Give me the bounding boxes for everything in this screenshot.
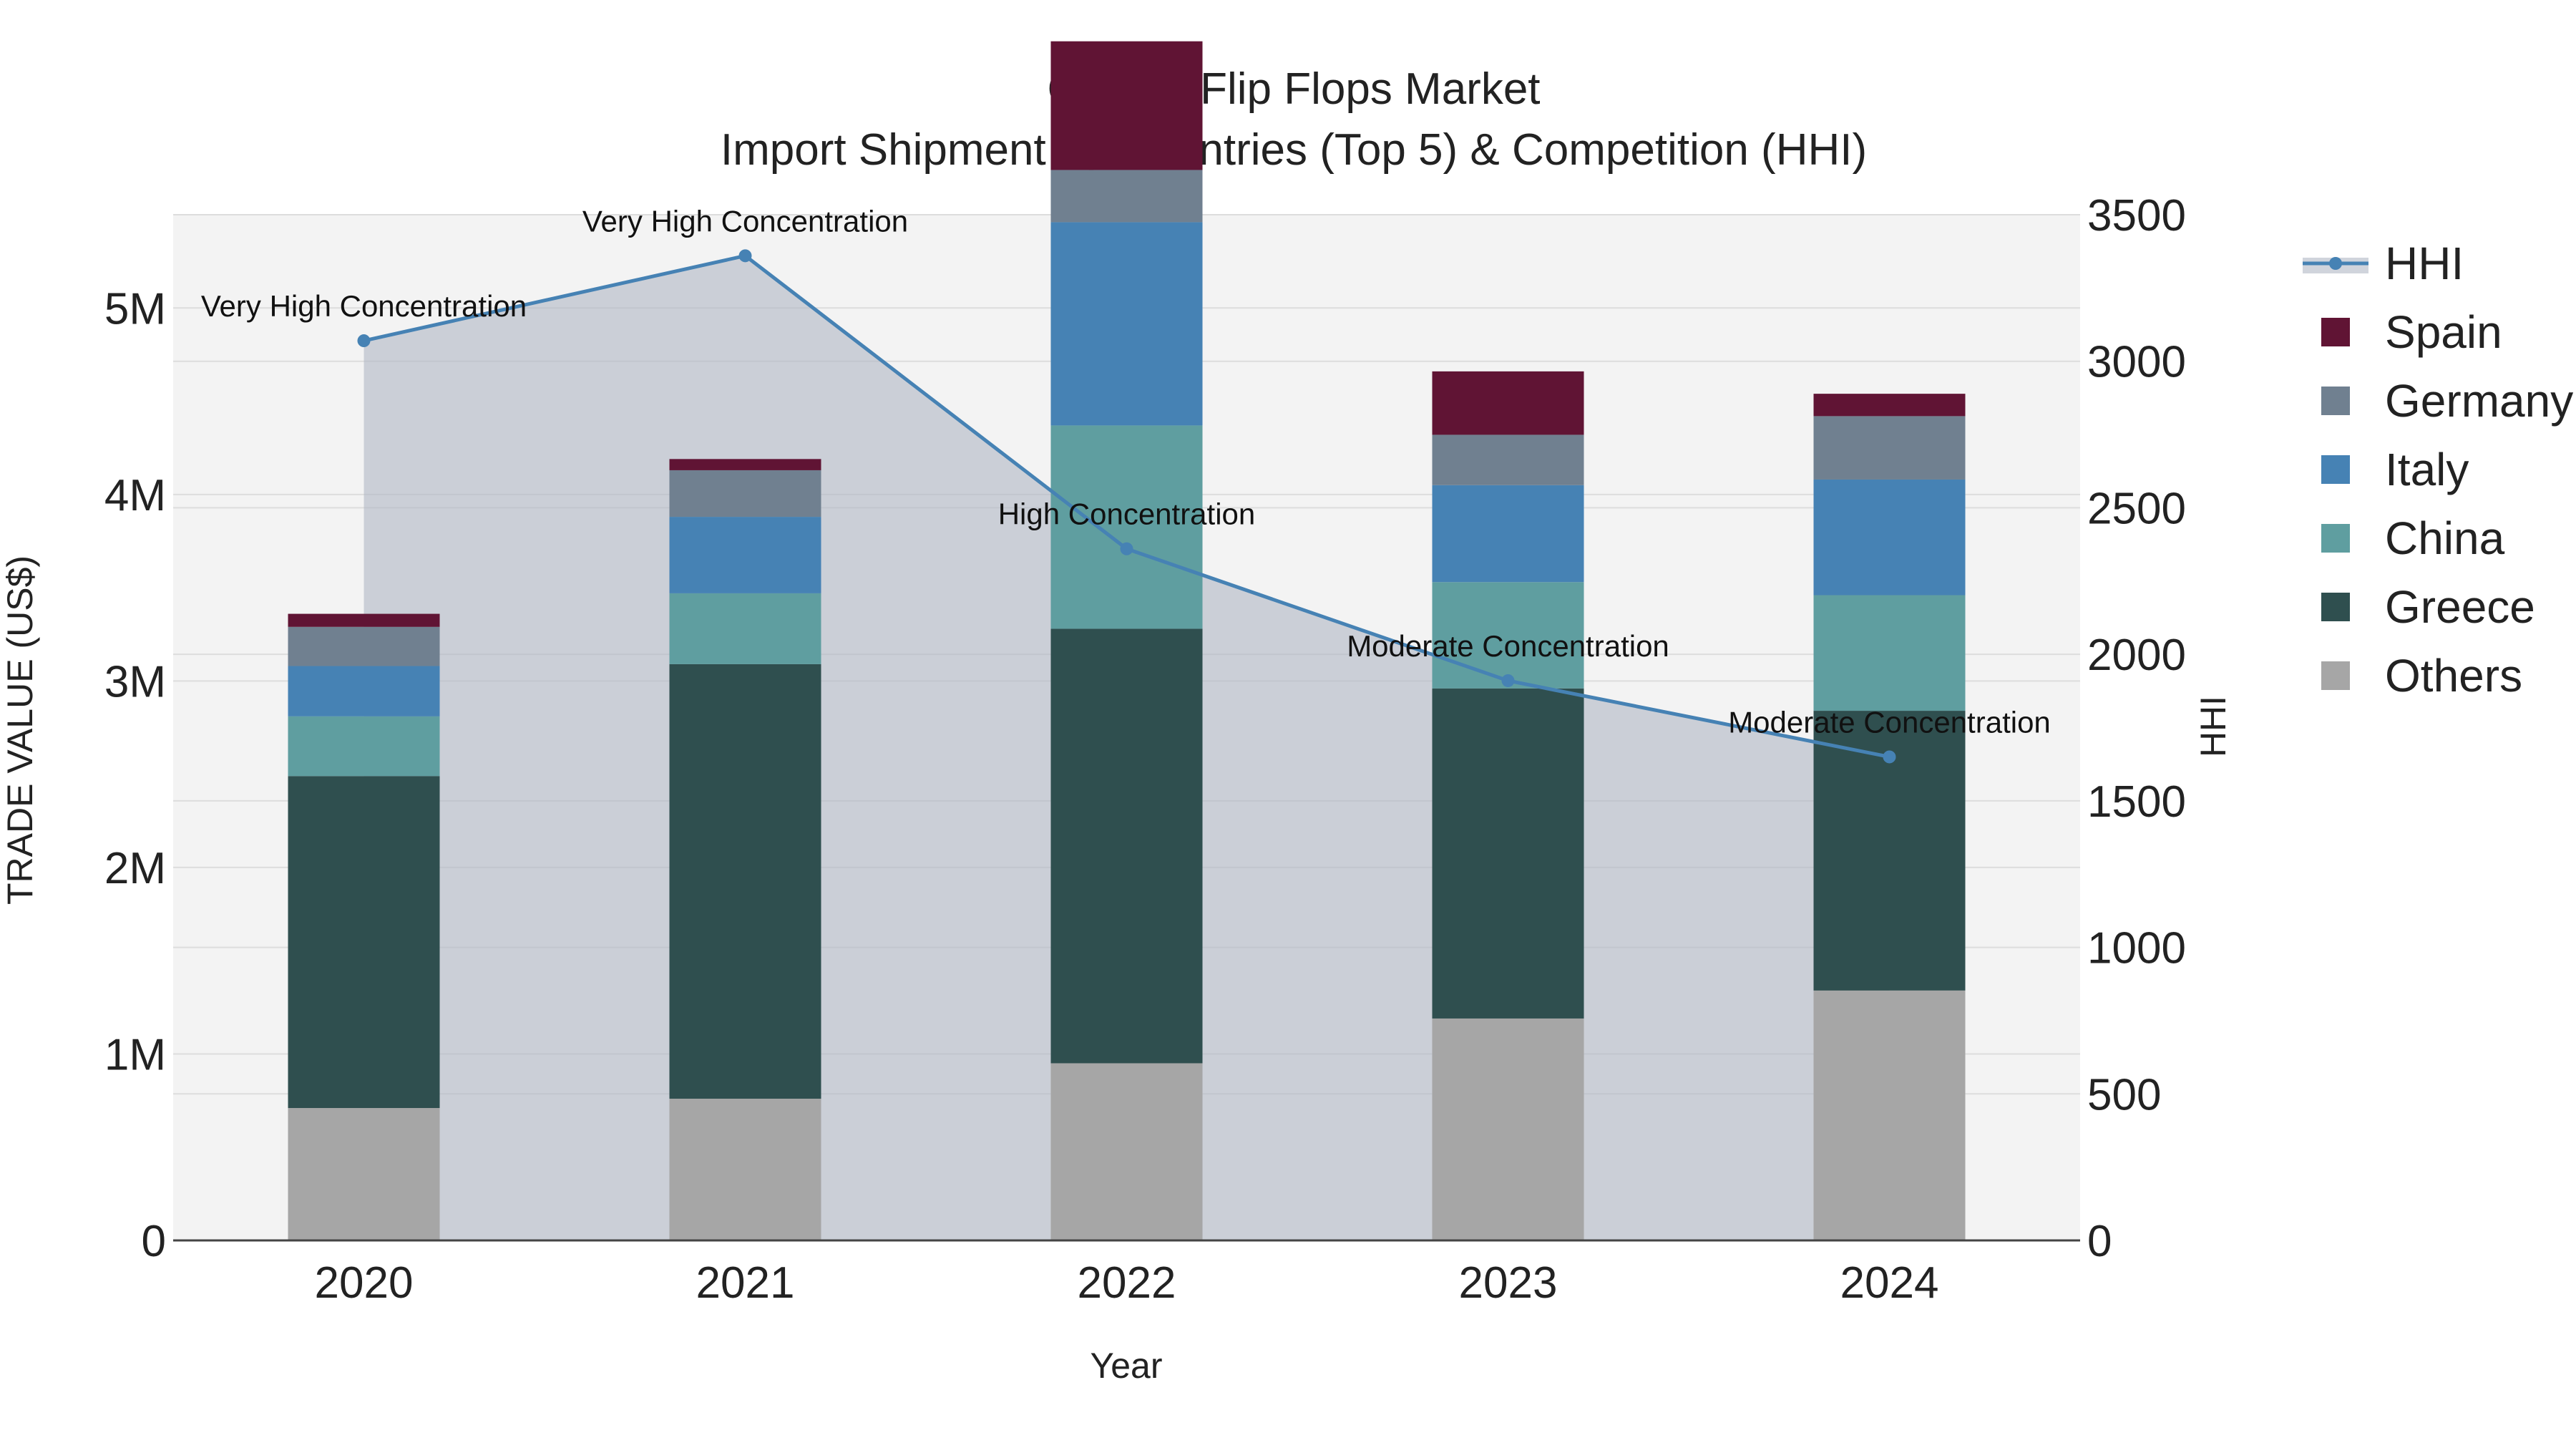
y2-tick-label: 1500: [2087, 777, 2186, 827]
bar-greece-2023: [1432, 688, 1584, 1019]
y2-tick-label: 1000: [2087, 924, 2186, 973]
legend-label-china: China: [2385, 512, 2505, 564]
legend: HHI Spain Germany Italy China Greece Others: [2303, 238, 2573, 701]
legend-swatch-germany: [2321, 387, 2350, 415]
bar-germany-2023: [1432, 434, 1584, 485]
y2-tick-label: 3500: [2087, 191, 2186, 240]
y-tick-label: 0: [142, 1217, 166, 1266]
bar-spain-2023: [1432, 371, 1584, 435]
legend-label-others: Others: [2385, 650, 2522, 701]
bar-spain-2021: [669, 459, 821, 470]
bar-germany-2020: [288, 626, 440, 666]
y-tick-label: 3M: [104, 657, 166, 706]
y-tick-label: 4M: [104, 471, 166, 520]
y-tick-label: 2M: [104, 844, 166, 893]
bar-china-2021: [669, 593, 821, 664]
legend-swatch-greece: [2321, 593, 2350, 621]
axis-layer: 0 1M 2M 3M 4M 5M 0 500 1000 1500 2000 2500 3000 3500 2…: [104, 191, 2186, 1308]
y2-tick-label: 500: [2087, 1070, 2161, 1119]
bar-italy-2021: [669, 517, 821, 593]
bar-china-2024: [1813, 595, 1966, 711]
legend-swatch-others: [2321, 661, 2350, 690]
bar-spain-2022: [1050, 41, 1203, 170]
legend-label-hhi: HHI: [2385, 238, 2464, 289]
x-tick-label: 2021: [696, 1258, 795, 1308]
x-tick-label: 2023: [1459, 1258, 1558, 1308]
y2-tick-label: 0: [2087, 1217, 2112, 1266]
bar-italy-2023: [1432, 485, 1584, 583]
hhi-point-2021: [738, 249, 752, 263]
hhi-annotation-2021: Very High Concentration: [582, 204, 908, 238]
x-tick-label: 2024: [1840, 1258, 1939, 1308]
y-axis-label: TRADE VALUE (US$): [0, 555, 40, 905]
hhi-point-2024: [1883, 750, 1896, 764]
hhi-annotation-2022: High Concentration: [998, 497, 1256, 531]
y2-axis-label: HHI: [2193, 696, 2233, 757]
bar-china-2023: [1432, 582, 1584, 689]
bar-greece-2020: [288, 776, 440, 1109]
y2-tick-label: 2500: [2087, 484, 2186, 533]
bar-spain-2020: [288, 613, 440, 627]
bar-layer: [288, 41, 1966, 1240]
y2-tick-label: 3000: [2087, 338, 2186, 387]
y-tick-label: 1M: [104, 1030, 166, 1079]
bar-germany-2022: [1050, 170, 1203, 223]
bar-others-2021: [669, 1098, 821, 1240]
legend-swatch-italy: [2321, 455, 2350, 484]
bar-italy-2024: [1813, 479, 1966, 596]
hhi-annotation-2023: Moderate Concentration: [1347, 629, 1669, 663]
bar-others-2024: [1813, 990, 1966, 1240]
legend-label-spain: Spain: [2385, 306, 2502, 358]
hhi-point-2022: [1120, 542, 1133, 555]
hhi-annotation-2020: Very High Concentration: [201, 289, 527, 323]
bar-china-2020: [288, 716, 440, 777]
hhi-point-2020: [357, 334, 371, 348]
bar-others-2023: [1432, 1018, 1584, 1240]
x-tick-label: 2022: [1078, 1258, 1176, 1308]
bar-others-2022: [1050, 1063, 1203, 1240]
bar-greece-2022: [1050, 628, 1203, 1064]
y2-tick-label: 2000: [2087, 631, 2186, 680]
y-tick-label: 5M: [104, 284, 166, 334]
bar-italy-2022: [1050, 222, 1203, 426]
legend-swatch-spain: [2321, 318, 2350, 346]
x-tick-label: 2020: [315, 1258, 414, 1308]
bar-germany-2021: [669, 470, 821, 517]
legend-label-germany: Germany: [2385, 375, 2573, 427]
bar-china-2022: [1050, 425, 1203, 629]
x-axis-label: Year: [1090, 1346, 1162, 1386]
bar-spain-2024: [1813, 394, 1966, 417]
legend-swatch-hhi-marker: [2329, 257, 2342, 270]
hhi-annotation-2024: Moderate Concentration: [1728, 705, 2051, 739]
hhi-point-2023: [1501, 674, 1515, 687]
legend-label-greece: Greece: [2385, 581, 2535, 633]
legend-swatch-china: [2321, 524, 2350, 553]
hhi-line-layer: Very High Concentration Very High Concent…: [201, 204, 2051, 764]
bar-italy-2020: [288, 666, 440, 716]
bar-others-2020: [288, 1108, 440, 1240]
bar-germany-2024: [1813, 416, 1966, 480]
legend-label-italy: Italy: [2385, 444, 2469, 495]
bar-greece-2021: [669, 664, 821, 1099]
chart-subtitle: Import Shipment by Countries (Top 5) & C…: [721, 125, 1867, 175]
